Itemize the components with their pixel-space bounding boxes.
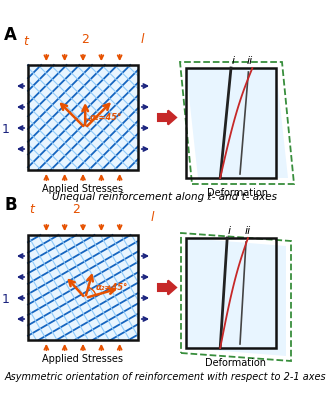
Text: Applied Stresses: Applied Stresses bbox=[43, 354, 123, 364]
Text: 2: 2 bbox=[81, 33, 89, 46]
Bar bbox=[28, 65, 138, 170]
Text: A: A bbox=[4, 26, 17, 44]
FancyArrow shape bbox=[158, 280, 176, 294]
Text: ii: ii bbox=[245, 226, 251, 236]
Text: ii: ii bbox=[247, 56, 253, 66]
Bar bbox=[28, 65, 138, 170]
Polygon shape bbox=[186, 68, 288, 178]
Text: 2: 2 bbox=[72, 203, 80, 216]
Text: 1: 1 bbox=[2, 293, 10, 306]
FancyArrow shape bbox=[158, 110, 176, 124]
Text: t: t bbox=[30, 203, 34, 216]
Text: Asymmetric orientation of reinforcement with respect to 2-1 axes: Asymmetric orientation of reinforcement … bbox=[4, 372, 326, 382]
Text: 1: 1 bbox=[2, 123, 10, 136]
Text: i: i bbox=[231, 56, 234, 66]
Polygon shape bbox=[186, 238, 286, 356]
Text: Deformation: Deformation bbox=[207, 188, 268, 198]
Text: l: l bbox=[150, 211, 154, 224]
Text: t: t bbox=[23, 35, 28, 48]
Text: Unequal reinforcement along ℓ- and t- axes: Unequal reinforcement along ℓ- and t- ax… bbox=[52, 192, 278, 202]
Text: l: l bbox=[140, 33, 144, 46]
Text: B: B bbox=[4, 196, 17, 214]
Text: α₂≠45°: α₂≠45° bbox=[95, 283, 128, 292]
Bar bbox=[28, 235, 138, 340]
Bar bbox=[28, 235, 138, 340]
Text: Applied Stresses: Applied Stresses bbox=[43, 184, 123, 194]
Text: Deformation: Deformation bbox=[206, 358, 267, 368]
Text: i: i bbox=[227, 226, 231, 236]
Text: α₂=45°: α₂=45° bbox=[89, 113, 121, 122]
